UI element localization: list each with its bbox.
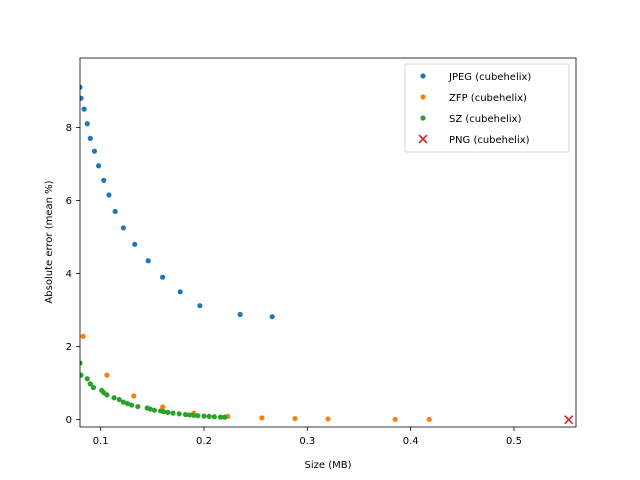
series-0-point	[177, 289, 183, 295]
series-0-point	[80, 95, 84, 101]
png-point	[564, 415, 574, 425]
series-2-point	[84, 376, 90, 382]
series-1-point	[325, 416, 331, 422]
series-1-point	[392, 416, 398, 422]
series-1-point	[160, 404, 166, 410]
series-0-point	[96, 163, 102, 169]
x-tick-label: 0.5	[506, 436, 522, 447]
series-2-point	[147, 406, 153, 412]
y-tick-label: 2	[66, 342, 72, 353]
series-1-point	[80, 333, 86, 339]
series-0-point	[87, 135, 93, 141]
y-tick-label: 0	[66, 415, 72, 426]
y-tick-label: 6	[66, 196, 72, 207]
legend: JPEG (cubehelix) ZFP (cubehelix) SZ (cubeh…	[404, 63, 570, 153]
series-0-point	[81, 106, 87, 112]
series-2-point	[165, 409, 171, 415]
legend-box	[404, 63, 570, 153]
series-2-point	[80, 360, 83, 366]
series-2-point	[87, 381, 93, 387]
series-2-point	[111, 395, 117, 401]
legend-label: SZ (cubehelix)	[449, 114, 522, 125]
y-axis-ticks: 0 2 4 6 8	[66, 123, 80, 426]
series-1-point	[259, 415, 265, 421]
series-2-point	[170, 410, 176, 416]
series-0-point	[145, 258, 151, 264]
series-0-point	[160, 274, 166, 280]
series-2-point	[201, 413, 207, 419]
series-1-point	[292, 415, 298, 422]
series-0-point	[112, 208, 118, 215]
series-2-point	[124, 401, 131, 407]
plot-frame	[79, 57, 577, 428]
series-0-point	[132, 241, 138, 247]
series-2-point	[151, 407, 157, 413]
series-0-point	[269, 314, 275, 320]
series-0-point	[197, 303, 203, 309]
legend-label: PNG (cubehelix)	[449, 135, 530, 146]
legend-marker	[420, 73, 426, 79]
series-0-point	[101, 177, 107, 183]
legend-label: ZFP (cubehelix)	[449, 93, 527, 104]
series-2-point	[176, 411, 182, 417]
x-axis-ticks: 0.1 0.2 0.3 0.4 0.5	[93, 427, 522, 447]
series-2-point	[129, 402, 135, 408]
series-0-point	[106, 192, 112, 198]
series-2-point	[90, 384, 97, 391]
series-0-point	[237, 311, 243, 318]
series-2-point	[222, 414, 228, 420]
legend-label: JPEG (cubehelix)	[448, 72, 531, 83]
y-axis-label: Absolute error (mean %)	[44, 180, 55, 303]
series-1-point	[426, 416, 432, 422]
series-2-point	[186, 412, 193, 418]
series-2-point	[191, 412, 197, 418]
series-0-point	[80, 84, 83, 90]
series-2-point	[80, 372, 84, 378]
series-1-point	[104, 372, 110, 378]
legend-marker	[420, 115, 426, 121]
series-2-point	[120, 399, 126, 405]
series-2-point	[195, 413, 201, 419]
series-2-point	[135, 403, 141, 410]
series-2-point	[211, 414, 217, 420]
x-tick-label: 0.1	[93, 436, 109, 447]
x-tick-label: 0.4	[403, 436, 419, 447]
series-2-point	[116, 396, 122, 403]
series-2-point	[104, 392, 110, 398]
y-tick-label: 4	[66, 269, 72, 280]
series-0-point	[84, 121, 90, 127]
series-2-point	[182, 411, 188, 418]
series-0-point	[120, 225, 126, 231]
legend-marker	[418, 134, 428, 144]
series-2-point	[206, 413, 212, 420]
series-2-point	[161, 409, 167, 415]
series-2-point	[217, 414, 224, 420]
legend-marker	[420, 94, 426, 100]
x-axis-label: Size (MB)	[305, 460, 352, 471]
series-1-point	[131, 393, 137, 399]
series-0-point	[91, 148, 98, 154]
x-tick-label: 0.3	[299, 436, 315, 447]
plot-marks	[80, 84, 574, 425]
y-tick-label: 8	[66, 123, 72, 134]
x-tick-label: 0.2	[196, 436, 212, 447]
